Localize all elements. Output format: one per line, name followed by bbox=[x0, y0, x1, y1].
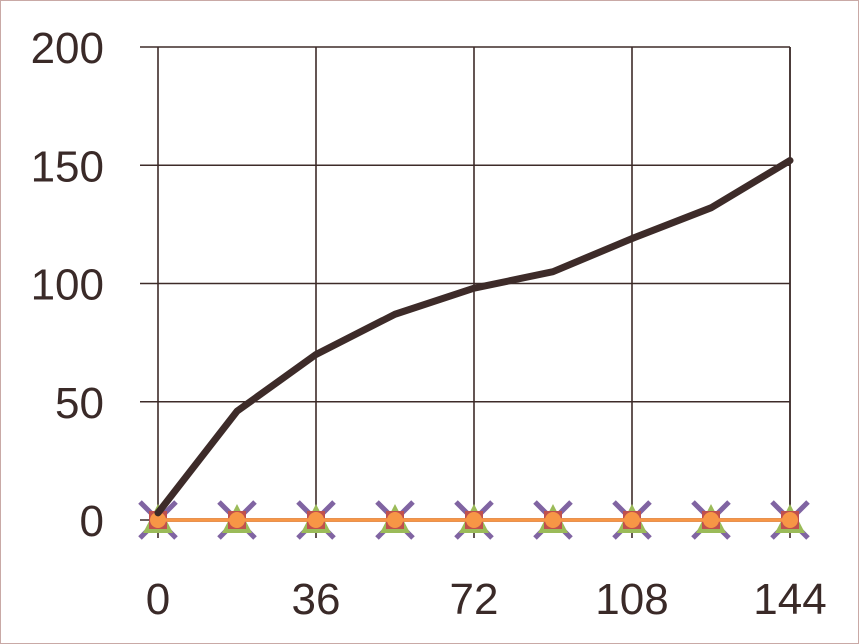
x-tick-label: 108 bbox=[595, 575, 668, 624]
marker-circle bbox=[545, 512, 561, 528]
marker-circle bbox=[466, 512, 482, 528]
marker-circle bbox=[150, 512, 166, 528]
marker-circle bbox=[703, 512, 719, 528]
x-axis-tick-labels: 0 36 72 108 144 bbox=[146, 575, 827, 624]
y-tick-label: 100 bbox=[31, 261, 104, 310]
x-tick-label: 36 bbox=[292, 575, 341, 624]
x-tick-label: 144 bbox=[753, 575, 826, 624]
series-5 bbox=[150, 512, 798, 528]
marker-circle bbox=[782, 512, 798, 528]
series-group bbox=[138, 157, 810, 540]
marker-circle bbox=[387, 512, 403, 528]
x-tick-label: 72 bbox=[450, 575, 499, 624]
y-tick-label: 0 bbox=[80, 497, 104, 546]
marker-circle bbox=[624, 512, 640, 528]
x-tick-label: 0 bbox=[146, 575, 170, 624]
series-line bbox=[154, 157, 794, 517]
y-tick-label: 200 bbox=[31, 24, 104, 73]
series-1 bbox=[154, 157, 794, 517]
y-axis-tick-labels: 0 50 100 150 200 bbox=[31, 24, 104, 546]
y-tick-label: 150 bbox=[31, 142, 104, 191]
marker-circle bbox=[229, 512, 245, 528]
marker-circle bbox=[308, 512, 324, 528]
y-tick-label: 50 bbox=[55, 379, 104, 428]
